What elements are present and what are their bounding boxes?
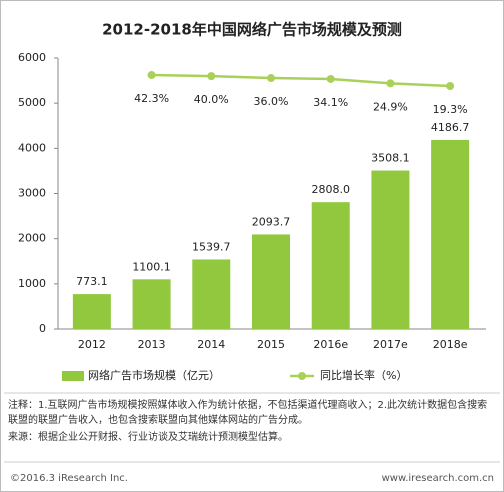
line-point bbox=[386, 79, 395, 88]
x-tick-label: 2013 bbox=[138, 338, 166, 351]
data-label: 42.3% bbox=[134, 92, 169, 105]
legend-label: 同比增长率（%） bbox=[320, 368, 407, 382]
line-point bbox=[147, 71, 156, 80]
bar bbox=[371, 170, 410, 329]
data-label: 24.9% bbox=[373, 100, 408, 113]
data-label: 34.1% bbox=[313, 96, 348, 109]
data-label: 3508.1 bbox=[371, 152, 410, 165]
data-label: 40.0% bbox=[194, 93, 229, 106]
bar bbox=[431, 139, 470, 329]
y-tick-label: 4000 bbox=[18, 141, 46, 154]
data-label: 36.0% bbox=[254, 95, 289, 108]
y-tick-label: 2000 bbox=[18, 232, 46, 245]
line-point bbox=[446, 82, 455, 91]
data-label: 1100.1 bbox=[132, 260, 171, 273]
website: www.iresearch.com.cn bbox=[382, 473, 494, 484]
bar bbox=[311, 202, 350, 329]
x-tick-label: 2012 bbox=[78, 338, 106, 351]
notes: 注释：1.互联网广告市场规模按照媒体收入作为统计依据，不包括渠道代理商收入；2.… bbox=[8, 400, 488, 426]
line bbox=[151, 73, 451, 88]
data-label: 19.3% bbox=[433, 103, 468, 116]
x-tick-label: 2016e bbox=[313, 338, 348, 351]
line-point bbox=[267, 74, 275, 83]
y-tick-label: 0 bbox=[39, 322, 46, 335]
bar bbox=[72, 294, 111, 329]
bar bbox=[252, 234, 290, 329]
legend-swatch bbox=[298, 372, 306, 380]
data-label: 773.1 bbox=[76, 275, 108, 288]
legend-swatch bbox=[62, 371, 84, 381]
line-point bbox=[326, 74, 335, 83]
data-label: 4186.7 bbox=[431, 121, 470, 134]
line-point bbox=[207, 72, 216, 81]
copyright: ©2016.3 iResearch Inc. bbox=[10, 473, 128, 484]
x-tick-label: 2018e bbox=[433, 338, 468, 351]
data-label: 1539.7 bbox=[192, 240, 231, 253]
chart-title: 2012-2018年中国网络广告市场规模及预测 bbox=[102, 21, 402, 39]
y-tick-label: 3000 bbox=[18, 187, 46, 200]
x-tick-label: 2014 bbox=[197, 338, 225, 351]
data-label: 2093.7 bbox=[252, 215, 291, 228]
x-tick-label: 2017e bbox=[373, 338, 408, 351]
data-label: 2808.0 bbox=[311, 183, 350, 196]
legend-label: 网络广告市场规模（亿元） bbox=[88, 368, 220, 382]
y-tick-label: 5000 bbox=[18, 96, 46, 109]
source: 来源：根据企业公开财报、行业访谈及艾瑞统计预测模型估算。 bbox=[8, 432, 288, 443]
y-tick-label: 1000 bbox=[18, 277, 46, 290]
bar bbox=[192, 259, 231, 329]
x-tick-label: 2015 bbox=[257, 338, 285, 351]
bar bbox=[132, 279, 171, 329]
y-tick-label: 6000 bbox=[18, 51, 46, 64]
